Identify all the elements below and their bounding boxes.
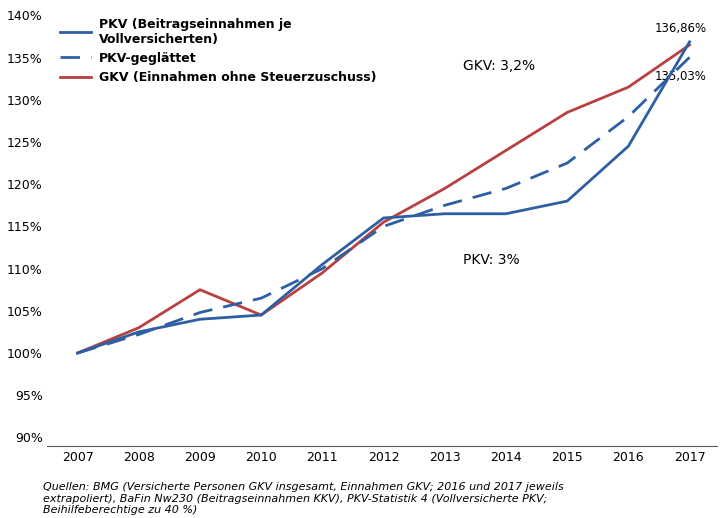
Text: 136,86%: 136,86% xyxy=(654,22,707,35)
Text: PKV: 3%: PKV: 3% xyxy=(463,253,520,267)
Text: 135,03%: 135,03% xyxy=(654,70,707,83)
Text: Quellen: BMG (Versicherte Personen GKV insgesamt, Einnahmen GKV; 2016 und 2017 j: Quellen: BMG (Versicherte Personen GKV i… xyxy=(43,482,564,515)
Text: GKV: 3,2%: GKV: 3,2% xyxy=(463,59,535,73)
Legend: PKV (Beitragseinnahmen je
Vollversicherten), PKV-geglättet, GKV (Einnahmen ohne : PKV (Beitragseinnahmen je Vollversichert… xyxy=(60,18,376,84)
